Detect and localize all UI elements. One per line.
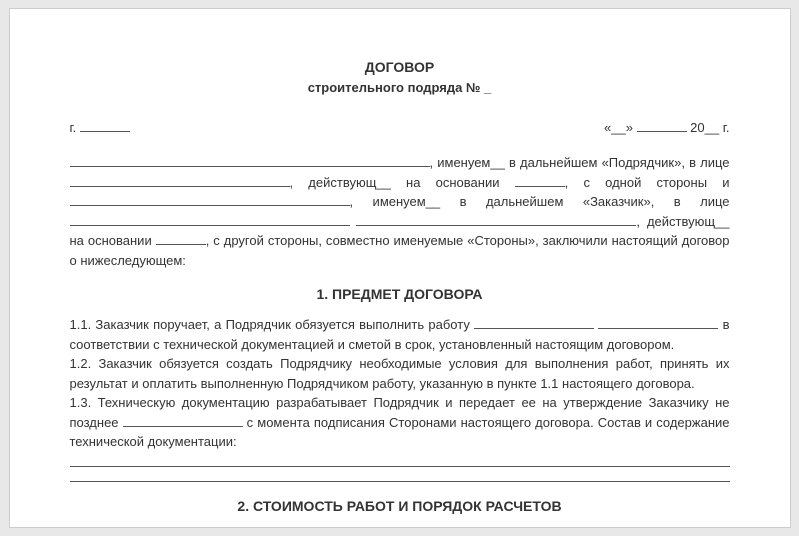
contractor-basis-blank: [515, 174, 565, 187]
clause-1-1-a: 1.1. Заказчик поручает, а Подрядчик обяз…: [70, 317, 475, 332]
customer-basis-blank: [156, 232, 206, 245]
clause-1-2: 1.2. Заказчик обязуется создать Подрядчи…: [70, 356, 730, 391]
tech-doc-line-2: [70, 469, 730, 482]
deadline-blank: [123, 414, 243, 427]
date-block: «__» 20__ г.: [604, 118, 730, 138]
work-blank-2: [598, 316, 718, 329]
preamble-p1c: , с одной стороны и: [565, 175, 730, 190]
customer-person-blank-2: [356, 213, 636, 226]
title-line1: ДОГОВОР: [70, 57, 730, 78]
contractor-person-blank: [70, 174, 290, 187]
city-date-row: г. «__» 20__ г.: [70, 118, 730, 138]
preamble: , именуем__ в дальнейшем «Подрядчик», в …: [70, 153, 730, 270]
city-block: г.: [70, 118, 130, 138]
date-city-suffix: г.: [723, 120, 730, 135]
contractor-name-blank: [70, 154, 430, 167]
city-label: г.: [70, 120, 77, 135]
date-day: «__»: [604, 120, 633, 135]
tech-doc-line-1: [70, 454, 730, 467]
section-2-title: 2. СТОИМОСТЬ РАБОТ И ПОРЯДОК РАСЧЕТОВ: [70, 496, 730, 517]
title-number-blank: _: [484, 80, 491, 95]
customer-person-blank-1: [70, 213, 350, 226]
title-line2-prefix: строительного подряда №: [308, 80, 484, 95]
city-blank: [80, 119, 130, 132]
document-page: ДОГОВОР строительного подряда № _ г. «__…: [9, 8, 791, 528]
date-month-blank: [637, 119, 687, 132]
title-block: ДОГОВОР строительного подряда № _: [70, 57, 730, 98]
work-blank-1: [474, 316, 594, 329]
preamble-p1b: , действующ__ на основании: [290, 175, 515, 190]
preamble-p1d: , именуем__ в дальнейшем «Заказчик», в л…: [350, 194, 730, 209]
section-1-body: 1.1. Заказчик поручает, а Подрядчик обяз…: [70, 315, 730, 482]
section-1-title: 1. ПРЕДМЕТ ДОГОВОРА: [70, 284, 730, 305]
customer-name-blank: [70, 193, 350, 206]
date-year-prefix: 20__: [690, 120, 719, 135]
preamble-p1a: , именуем__ в дальнейшем «Подрядчик», в …: [430, 155, 730, 170]
title-line2: строительного подряда № _: [70, 78, 730, 98]
